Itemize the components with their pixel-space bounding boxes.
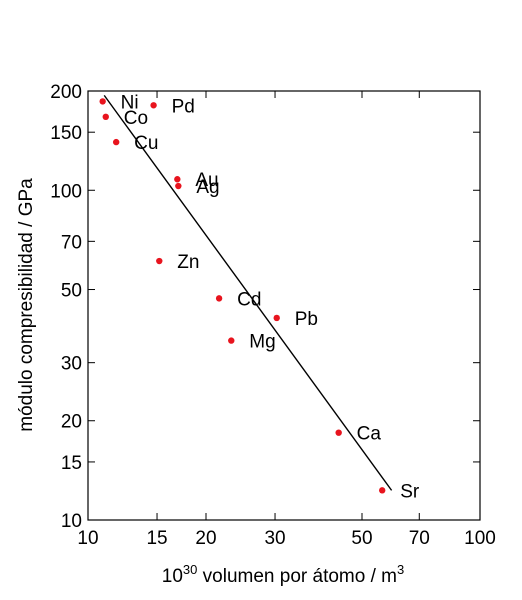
- plot-frame: [87, 90, 481, 521]
- y-tick-label: 150: [50, 123, 82, 144]
- x-tick-label: 100: [464, 528, 496, 549]
- data-point-cu: [112, 138, 120, 146]
- point-label-cu: Cu: [134, 133, 158, 154]
- x-axis-ticks: 10 15 20 30 50 70 100: [77, 91, 496, 549]
- x-tick-label: 20: [195, 528, 216, 549]
- point-label-ni: Ni: [121, 92, 139, 113]
- x-tick-label: 10: [77, 528, 98, 549]
- data-point-cd: [215, 295, 223, 302]
- y-tick-label: 10: [61, 511, 82, 532]
- fit-line-group: [103, 94, 393, 491]
- y-tick-label: 70: [61, 232, 82, 253]
- y-tick-label: 100: [50, 181, 82, 202]
- point-label-zn: Zn: [177, 252, 199, 273]
- point-label-sr: Sr: [400, 481, 420, 502]
- point-label-pd: Pd: [172, 96, 195, 117]
- point-label-ca: Ca: [357, 424, 382, 445]
- y-tick-label: 15: [61, 453, 82, 474]
- data-point-pb: [273, 314, 280, 322]
- data-point-co: [102, 113, 109, 121]
- fit-line: [103, 94, 393, 491]
- data-point-ca: [335, 429, 342, 436]
- data-point-mg: [228, 337, 235, 344]
- y-axis-ticks: 10 15 20 30 50 70 100 150 200: [50, 82, 480, 532]
- data-point-ag: [175, 182, 182, 190]
- y-tick-label: 200: [50, 82, 82, 103]
- data-point-au: [174, 176, 181, 183]
- data-point-pd: [150, 102, 157, 109]
- data-point-ni: [99, 98, 106, 105]
- point-label-cd: Cd: [237, 289, 261, 310]
- x-tick-label: 30: [264, 528, 285, 549]
- point-label-pb: Pb: [295, 309, 318, 330]
- y-axis-label: módulo compresibilidad / GPa: [16, 178, 37, 432]
- x-tick-label: 15: [146, 528, 167, 549]
- data-point-sr: [378, 487, 386, 494]
- y-tick-label: 30: [61, 354, 82, 375]
- point-label-au: Au: [195, 170, 218, 191]
- point-label-co: Co: [124, 108, 148, 129]
- x-tick-label: 50: [351, 528, 372, 549]
- data-point-zn: [156, 257, 163, 265]
- point-label-mg: Mg: [249, 332, 275, 353]
- point-label-ag: Ag: [196, 177, 219, 198]
- x-axis-label: 1030 volumen por átomo / m3: [162, 562, 404, 587]
- y-tick-label: 20: [61, 412, 82, 433]
- x-tick-label: 70: [409, 528, 430, 549]
- y-tick-label: 50: [61, 281, 82, 302]
